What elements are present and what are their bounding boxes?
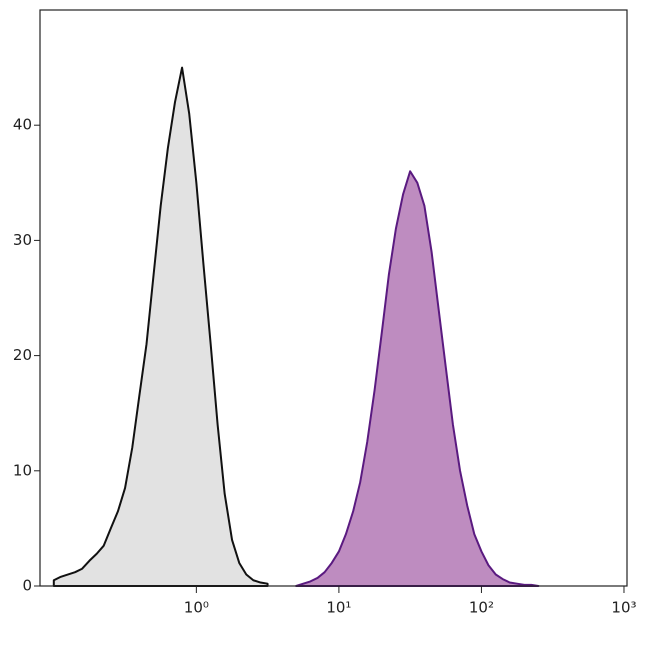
y-tick-label: 0 <box>22 577 32 595</box>
x-tick-label: 10¹ <box>326 599 351 617</box>
y-tick-label: 10 <box>13 461 32 479</box>
histogram-area <box>295 170 540 587</box>
y-tick-label: 30 <box>13 231 32 249</box>
y-tick-label: 40 <box>13 116 32 134</box>
x-tick-label: 10³ <box>611 599 636 617</box>
plot-frame <box>39 9 628 587</box>
x-tick-label: 10⁰ <box>184 599 209 617</box>
histogram-area <box>52 66 269 587</box>
y-tick-label: 20 <box>13 346 32 364</box>
x-tick-label: 10² <box>469 599 494 617</box>
